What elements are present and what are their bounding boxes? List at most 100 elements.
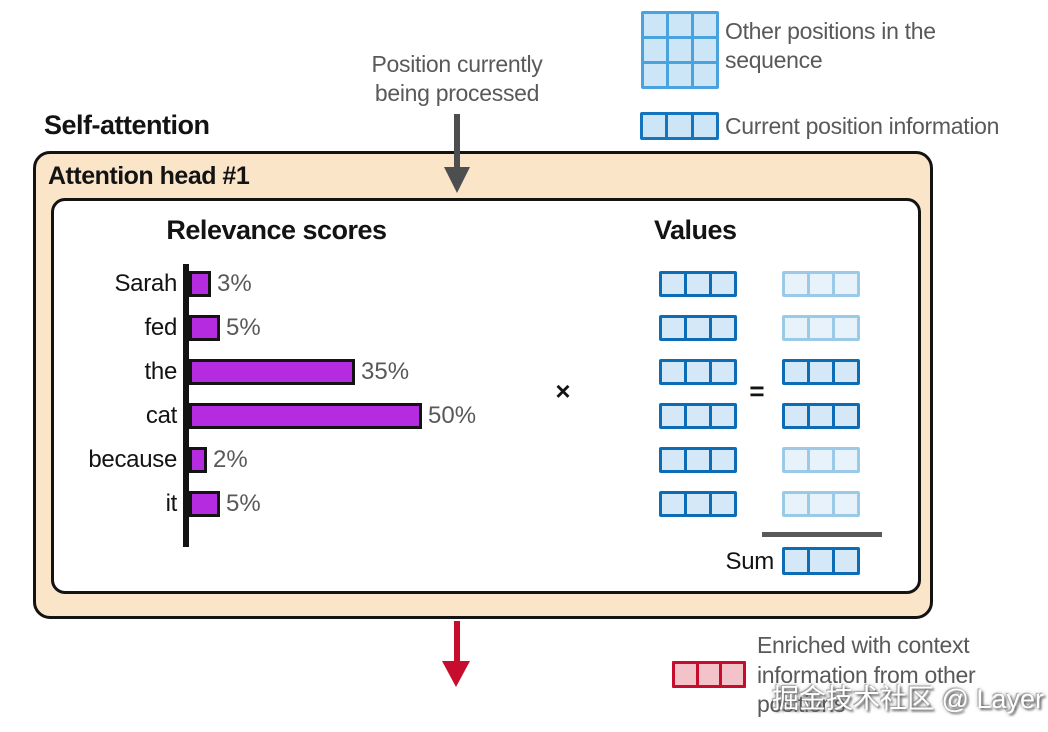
vector-cell <box>722 664 744 685</box>
vector-cell <box>712 274 734 294</box>
attention-head-box: Attention head #1 Relevance scores Value… <box>33 151 933 619</box>
vector-cell <box>810 318 832 338</box>
vector-cell <box>810 450 832 470</box>
output-arrow-head-icon <box>442 661 470 687</box>
weighted-value-vector-icon <box>782 315 860 341</box>
equals-symbol: = <box>749 375 765 406</box>
chart-title: Relevance scores <box>166 215 387 245</box>
chart-axis <box>183 264 189 547</box>
grid-cell <box>669 39 691 61</box>
chart-value-label: 35% <box>361 358 410 385</box>
vector-cell <box>712 406 734 426</box>
bottom-annotation-line2: information from other <box>757 661 976 688</box>
vector-cell <box>662 406 684 426</box>
vector-cell <box>693 115 716 137</box>
grid-cell <box>694 39 716 61</box>
other-positions-grid-icon <box>641 11 719 89</box>
grid-cell <box>644 14 666 36</box>
multiply-symbol: × <box>555 375 571 406</box>
vector-cell <box>687 274 709 294</box>
relevance-bar <box>189 403 422 429</box>
vector-cell <box>687 450 709 470</box>
vector-cell <box>687 362 709 382</box>
chart-value-label: 50% <box>428 402 477 429</box>
bottom-annotation: Enriched with context information from o… <box>757 631 1027 720</box>
vector-cell <box>712 362 734 382</box>
attention-head-panel: Relevance scores Values Sarah 3% fed 5% the 3… <box>51 198 921 594</box>
vector-cell <box>698 664 720 685</box>
attention-head-label: Attention head #1 <box>48 162 250 190</box>
vector-cell <box>810 274 832 294</box>
top-annotation-line2: being processed <box>374 80 540 106</box>
chart-value-label: 5% <box>226 490 261 517</box>
vector-cell <box>687 406 709 426</box>
relevance-bar <box>189 359 355 385</box>
grid-cell <box>694 64 716 86</box>
current-position-label: Current position information <box>725 113 1000 139</box>
vector-cell <box>835 406 857 426</box>
vector-cell <box>835 318 857 338</box>
chart-category-label: fed <box>144 314 178 341</box>
chart-category-label: cat <box>145 402 177 429</box>
chart-value-label: 2% <box>213 446 248 473</box>
vector-cell <box>668 115 691 137</box>
other-positions-label-line1: Other positions in the <box>725 18 936 44</box>
vector-cell <box>785 494 807 514</box>
value-vector-icon <box>659 271 737 297</box>
vector-cell <box>712 318 734 338</box>
vector-cell <box>785 362 807 382</box>
enriched-output-row-icon <box>672 661 746 688</box>
grid-cell <box>669 64 691 86</box>
relevance-bar <box>189 315 220 341</box>
vector-cell <box>785 274 807 294</box>
vector-cell <box>810 362 832 382</box>
vector-cell <box>687 494 709 514</box>
weighted-value-vector-icon <box>782 271 860 297</box>
relevance-bar <box>189 447 207 473</box>
vector-cell <box>835 274 857 294</box>
vector-cell <box>662 494 684 514</box>
sum-vector-icon <box>782 547 860 575</box>
grid-cell <box>644 39 666 61</box>
grid-cell <box>644 64 666 86</box>
vector-cell <box>810 550 832 572</box>
vector-cell <box>712 494 734 514</box>
grid-cell <box>669 14 691 36</box>
vector-cell <box>810 406 832 426</box>
values-title: Values <box>654 215 737 245</box>
vector-cell <box>835 362 857 382</box>
value-vector-icon <box>659 447 737 473</box>
vector-cell <box>785 450 807 470</box>
chart-category-label: it <box>165 490 178 517</box>
top-annotation-line1: Position currently <box>371 51 543 77</box>
vector-cell <box>712 450 734 470</box>
value-vector-icon <box>659 315 737 341</box>
chart-category-label: the <box>144 358 178 385</box>
down-arrow-head-icon <box>444 167 470 193</box>
vector-cell <box>662 318 684 338</box>
vector-cell <box>810 494 832 514</box>
vector-cell <box>785 550 807 572</box>
vector-cell <box>785 406 807 426</box>
other-positions-label: Other positions in the sequence <box>725 17 975 75</box>
sum-divider-line <box>762 532 882 537</box>
weighted-value-vector-icon <box>782 359 860 385</box>
output-arrow-shaft-icon <box>454 621 460 663</box>
bottom-annotation-line3: positions <box>757 691 846 717</box>
relevance-bar <box>189 491 220 517</box>
watermark: 掘金技术社区 @ Layer <box>772 684 1044 714</box>
value-vector-icon <box>659 491 737 517</box>
page-title: Self-attention <box>44 110 210 140</box>
weighted-value-vector-icon <box>782 447 860 473</box>
vector-cell <box>785 318 807 338</box>
weighted-value-vector-icon <box>782 491 860 517</box>
value-vector-icon <box>659 403 737 429</box>
weighted-value-vector-icon <box>782 403 860 429</box>
vector-cell <box>835 450 857 470</box>
chart-category-label: because <box>88 446 177 473</box>
vector-cell <box>662 450 684 470</box>
vector-cell <box>675 664 696 685</box>
current-position-row-icon <box>640 112 719 140</box>
vector-cell <box>687 318 709 338</box>
